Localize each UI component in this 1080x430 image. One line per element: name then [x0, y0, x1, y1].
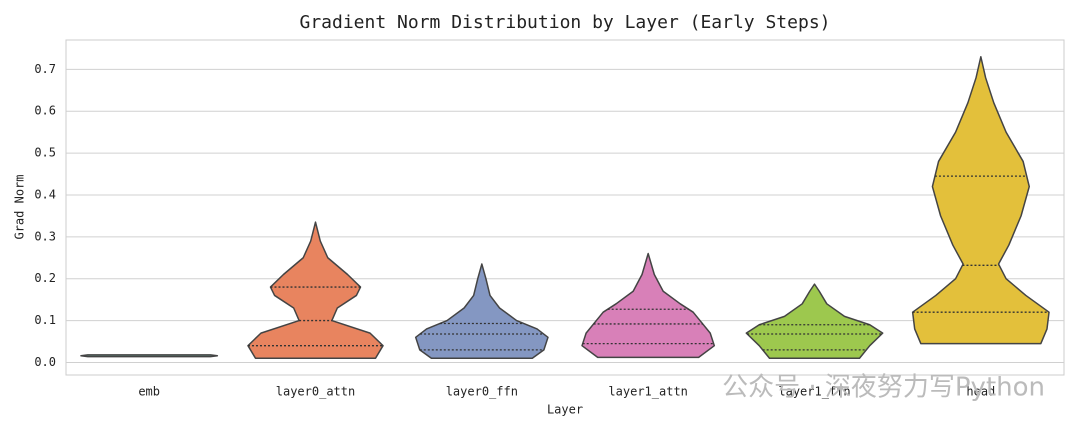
chart-title: Gradient Norm Distribution by Layer (Ear…: [299, 12, 830, 33]
x-tick-label: emb: [138, 385, 160, 399]
violin: [581, 252, 716, 359]
watermark: 公众号 · 深夜努力写Python: [722, 373, 1045, 403]
y-tick-label: 0.3: [34, 229, 56, 243]
y-tick-label: 0.0: [34, 355, 56, 369]
y-tick-label: 0.6: [34, 104, 56, 118]
y-axis-label: Grad Norm: [13, 174, 27, 239]
violin: [414, 263, 549, 359]
x-tick-label: layer1_attn: [608, 385, 687, 399]
y-tick-label: 0.7: [34, 62, 56, 76]
x-axis-label: Layer: [547, 403, 583, 417]
y-tick-label: 0.5: [34, 146, 56, 160]
violin: [247, 221, 384, 359]
x-tick-label: layer0_ffn: [446, 385, 518, 399]
y-tick-label: 0.4: [34, 187, 56, 201]
x-tick-label: layer1_ffn: [778, 385, 850, 399]
y-tick-label: 0.2: [34, 271, 56, 285]
y-tick-label: 0.1: [34, 313, 56, 327]
violin: [911, 56, 1050, 345]
plot-frame: [65, 39, 1065, 376]
violin: [745, 283, 884, 359]
x-tick-label: head: [966, 385, 995, 399]
x-tick-label: layer0_attn: [276, 385, 355, 399]
violin: [80, 354, 219, 358]
